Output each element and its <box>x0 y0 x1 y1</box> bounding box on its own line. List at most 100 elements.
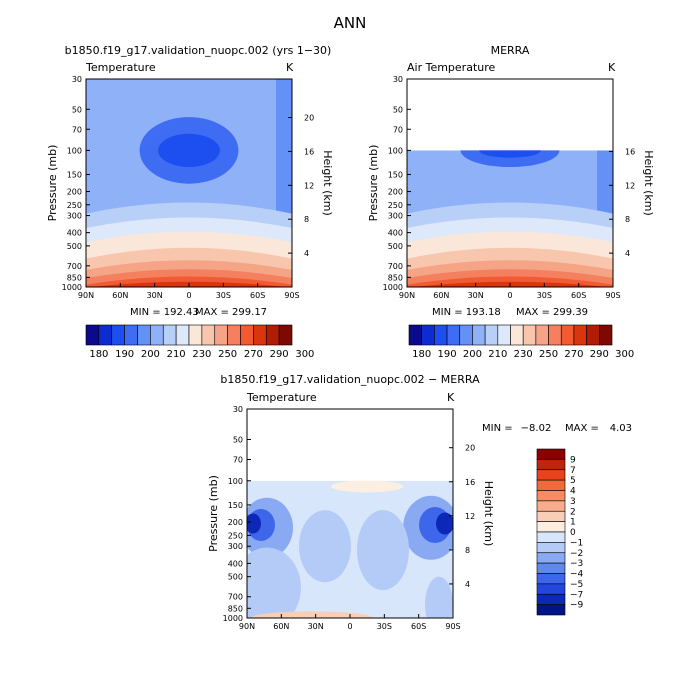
x-tick-label: 30N <box>308 622 324 631</box>
y-tick-label: 700 <box>228 593 243 602</box>
x-tick-label: 60S <box>411 622 426 631</box>
colorbar-swatch <box>536 510 566 522</box>
colorbar-swatch <box>510 324 524 346</box>
y-tick-label: 30 <box>233 405 243 414</box>
y2-tick-label: 12 <box>625 181 635 190</box>
y-tick-label: 150 <box>228 501 243 510</box>
y2-tick-label: 20 <box>465 444 475 453</box>
y-tick-label: 250 <box>67 201 82 210</box>
y-tick-label: 250 <box>228 531 243 540</box>
y2-tick-label: 12 <box>304 181 314 190</box>
colorbar-label: −3 <box>570 559 583 569</box>
colorbar-swatch <box>124 324 138 346</box>
colorbar-label: 210 <box>167 349 186 360</box>
panel-merra-units: K <box>608 61 616 74</box>
colorbar-swatch <box>150 324 164 346</box>
y2-tick-label: 4 <box>625 249 630 258</box>
colorbar-swatch <box>599 324 613 346</box>
colorbar-label: 190 <box>115 349 134 360</box>
diff-contour-11 <box>252 611 372 618</box>
panel-diff-max-label: MAX = <box>565 423 599 434</box>
colorbar-label: −9 <box>570 601 584 611</box>
panel-merra-colorbar: 180 190 200 210 230 250 270 290 300 <box>408 324 634 360</box>
y-tick-label: 200 <box>388 188 403 197</box>
panel-diff-title: b1850.f19_g17.validation_nuopc.002 − MER… <box>220 373 480 386</box>
colorbar-swatch <box>536 500 566 512</box>
colorbar-swatch <box>573 324 587 346</box>
diff-contour-2 <box>247 513 261 534</box>
colorbar-swatch <box>162 324 177 346</box>
colorbar-swatch <box>98 324 113 346</box>
y-tick-label: 500 <box>388 242 403 251</box>
panel-model-plot: 90N 60N 30N 0 30S 60S 90S 30 50 70 100 150 200 250 300… <box>46 75 334 300</box>
y-tick-label: 1000 <box>62 283 82 292</box>
y-tick-label: 850 <box>67 273 82 282</box>
panel-merra: MERRA Air Temperature K 90N 60N 30N 0 30S 60S… <box>367 44 655 360</box>
y2-tick-label: 16 <box>304 147 314 156</box>
y-tick-label: 850 <box>388 273 403 282</box>
panel-merra-plot: 90N 60N 30N 0 30S 60S 90S 30 50 70 100 150 200 250 300… <box>367 75 655 300</box>
colorbar-swatch <box>548 324 562 346</box>
y-tick-label: 700 <box>388 262 403 271</box>
diff-contour-10 <box>331 480 403 493</box>
x-tick-label: 30S <box>377 622 392 631</box>
panel-merra-min: MIN = 193.18 <box>432 307 501 318</box>
tropopause-core <box>479 150 541 158</box>
diff-contour-5 <box>436 512 453 535</box>
colorbar-label: 290 <box>270 349 289 360</box>
colorbar-swatch <box>536 542 566 554</box>
colorbar-label: 0 <box>570 528 576 538</box>
colorbar-swatch <box>560 324 575 346</box>
panel-model-subtitle: Temperature <box>85 61 156 74</box>
colorbar-swatch <box>214 324 228 346</box>
y-tick-label: 700 <box>67 262 82 271</box>
y2-axis-label: Height (km) <box>642 150 655 216</box>
panel-diff-min-value: −8.02 <box>521 423 552 434</box>
y-tick-label: 200 <box>228 518 243 527</box>
y2-tick-label: 8 <box>465 546 470 555</box>
panel-model-max: MAX = 299.17 <box>195 307 267 318</box>
colorbar-label: 200 <box>141 349 160 360</box>
panel-model-colorbar: 180 190 200 210 230 250 270 290 300 <box>85 324 314 360</box>
y-tick-label: 150 <box>388 170 403 179</box>
colorbar-swatch <box>472 324 486 346</box>
colorbar-swatch <box>536 531 566 543</box>
x-tick-label: 90N <box>239 622 255 631</box>
y2-tick-label: 8 <box>304 215 309 224</box>
panel-diff-max-value: 4.03 <box>610 423 632 434</box>
y2-tick-label: 16 <box>465 478 475 487</box>
panel-diff-subtitle: Temperature <box>246 391 317 404</box>
y-tick-label: 850 <box>228 604 243 613</box>
x-tick-label: 60N <box>433 291 449 300</box>
colorbar-label: −7 <box>570 590 583 600</box>
y-tick-label: 500 <box>67 242 82 251</box>
y2-tick-label: 20 <box>304 114 314 123</box>
colorbar-swatch <box>536 448 566 460</box>
colorbar-label: 4 <box>570 487 576 497</box>
x-tick-label: 90S <box>445 622 460 631</box>
colorbar-swatch <box>265 324 280 346</box>
y2-axis-label: Height (km) <box>321 150 334 216</box>
y-tick-label: 100 <box>228 477 243 486</box>
y-tick-label: 500 <box>228 573 243 582</box>
y2-axis-label: Height (km) <box>482 481 495 547</box>
colorbar-swatch <box>240 324 254 346</box>
colorbar-label: 230 <box>192 349 211 360</box>
panel-diff: b1850.f19_g17.validation_nuopc.002 − MER… <box>207 373 632 631</box>
colorbar-swatch <box>536 469 566 481</box>
colorbar-label: −4 <box>570 570 584 580</box>
x-tick-label: 30N <box>147 291 163 300</box>
x-tick-label: 0 <box>507 291 512 300</box>
y-tick-label: 70 <box>72 125 82 134</box>
y-tick-label: 100 <box>67 146 82 155</box>
diff-contour-6 <box>299 510 351 583</box>
colorbar-swatch <box>434 324 448 346</box>
y-tick-label: 1000 <box>383 283 403 292</box>
panel-merra-subtitle: Air Temperature <box>407 61 496 74</box>
panel-model: b1850.f19_g17.validation_nuopc.002 (yrs … <box>46 44 334 360</box>
colorbar-label: 290 <box>590 349 609 360</box>
x-tick-label: 90N <box>78 291 94 300</box>
colorbar-label: 2 <box>570 507 576 517</box>
y-tick-label: 100 <box>388 146 403 155</box>
